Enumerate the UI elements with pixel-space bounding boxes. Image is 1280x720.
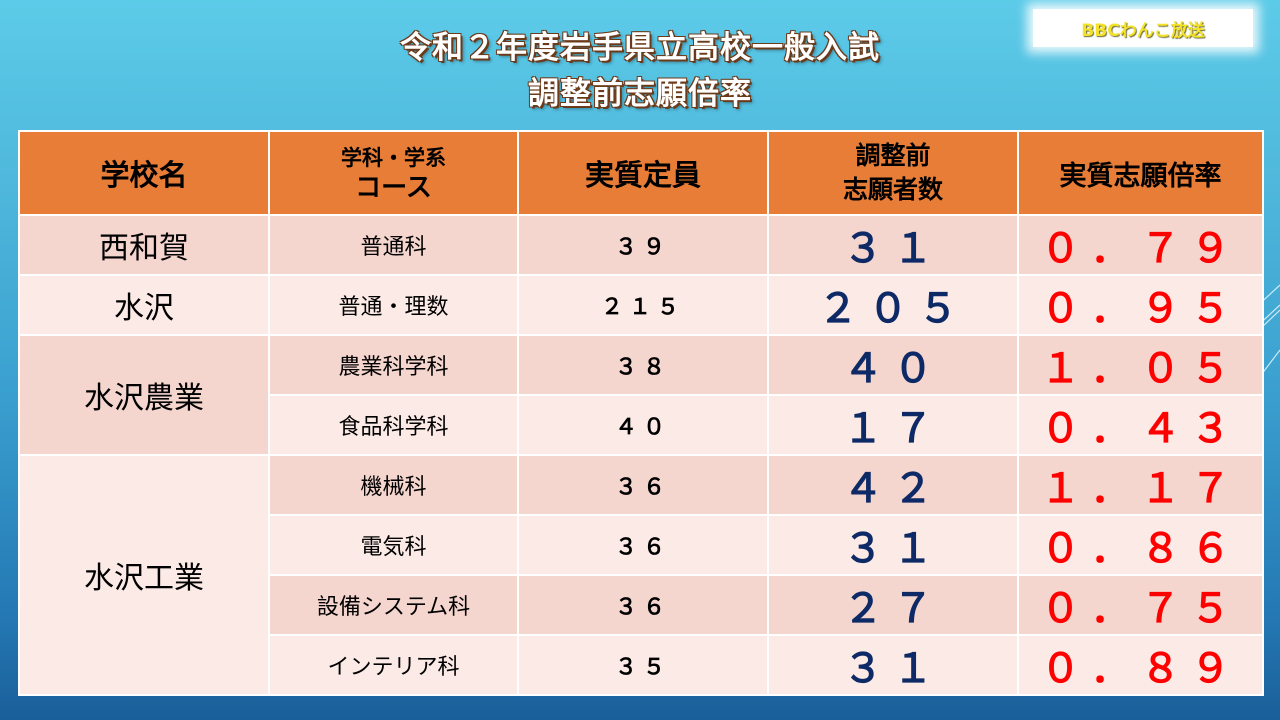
header-applicants-line1: 調整前 — [855, 141, 931, 170]
table-row: 電気科 ３６ ３１ ０．８６ — [19, 514, 1264, 576]
school-name: 水沢工業 — [18, 454, 270, 696]
applicants-cell: ２０５ — [767, 274, 1019, 336]
dept-cell: 普通科 — [268, 214, 519, 276]
dept-cell: インテリア科 — [268, 634, 519, 696]
table-row: 水沢農業 農業科学科 ３８ ４０ １．０５ — [18, 334, 1264, 456]
header-capacity: 実質定員 — [517, 130, 769, 216]
page-subtitle: 調整前志願倍率 — [528, 76, 752, 112]
header-ratio: 実質志願倍率 — [1017, 130, 1264, 216]
ratio-cell: ０．８６ — [1017, 514, 1264, 576]
header-ratio-label: 実質志願倍率 — [1059, 160, 1222, 192]
applicants-cell: ３１ — [767, 214, 1019, 276]
ratio-cell: １．１７ — [1017, 454, 1264, 516]
header-school-label: 学校名 — [100, 158, 188, 192]
dept-cell: 機械科 — [268, 454, 519, 516]
header-applicants-line2: 志願者数 — [842, 175, 943, 204]
applicants-cell: ４０ — [767, 334, 1019, 396]
brand-logo: BBCわんこ放送 — [1033, 9, 1253, 47]
table-row: 食品科学科 ４０ １７ ０．４３ — [19, 394, 1264, 456]
capacity-cell: ３６ — [517, 454, 769, 516]
applicants-cell: ２７ — [767, 574, 1019, 636]
applicants-cell: ３１ — [767, 634, 1019, 696]
dept-cell: 農業科学科 — [268, 334, 519, 396]
capacity-cell: ３６ — [517, 574, 769, 636]
capacity-cell: ３６ — [517, 514, 769, 576]
header-capacity-label: 実質定員 — [584, 158, 701, 192]
dept-cell: 食品科学科 — [268, 394, 519, 456]
header-school: 学校名 — [18, 130, 270, 216]
dept-cell: 電気科 — [268, 514, 519, 576]
table-row: 西和賀 普通科 ３９ ３１ ０．７９ — [18, 214, 1264, 276]
ratio-cell: ０．８９ — [1017, 634, 1264, 696]
dept-cell: 普通・理数 — [268, 274, 519, 336]
table-row: 水沢工業 機械科 ３６ ４２ １．１７ — [18, 454, 1264, 696]
capacity-cell: ３９ — [517, 214, 769, 276]
dept-cell: 設備システム科 — [268, 574, 519, 636]
school-name: 水沢農業 — [18, 334, 270, 456]
applicant-ratio-table: 学校名 学科・学系 コース 実質定員 調整前 志願者数 実質志願倍率 西和賀 普… — [18, 130, 1264, 696]
capacity-cell: ３８ — [517, 334, 769, 396]
applicants-cell: １７ — [767, 394, 1019, 456]
table-row: 設備システム科 ３６ ２７ ０．７５ — [19, 574, 1264, 636]
header-applicants: 調整前 志願者数 — [767, 130, 1019, 216]
header-dept: 学科・学系 コース — [268, 130, 519, 216]
page-title: 令和２年度岩手県立高校一般入試 — [400, 30, 880, 66]
applicants-cell: ４２ — [767, 454, 1019, 516]
table-header-row: 学校名 学科・学系 コース 実質定員 調整前 志願者数 実質志願倍率 — [18, 130, 1264, 216]
table-row: 水沢 普通・理数 ２１５ ２０５ ０．９５ — [18, 274, 1264, 336]
header-dept-line2: コース — [355, 173, 432, 203]
capacity-cell: ３５ — [517, 634, 769, 696]
capacity-cell: ２１５ — [517, 274, 769, 336]
ratio-cell: １．０５ — [1017, 334, 1264, 396]
ratio-cell: ０．９５ — [1017, 274, 1264, 336]
capacity-cell: ４０ — [517, 394, 769, 456]
ratio-cell: ０．７５ — [1017, 574, 1264, 636]
school-name: 水沢 — [18, 274, 270, 336]
ratio-cell: ０．４３ — [1017, 394, 1264, 456]
header-dept-line1: 学科・学系 — [341, 146, 446, 170]
applicants-cell: ３１ — [767, 514, 1019, 576]
school-name: 西和賀 — [18, 214, 270, 276]
brand-label: BBCわんこ放送 — [1081, 20, 1205, 41]
ratio-cell: ０．７９ — [1017, 214, 1264, 276]
table-row: インテリア科 ３５ ３１ ０．８９ — [19, 634, 1264, 696]
